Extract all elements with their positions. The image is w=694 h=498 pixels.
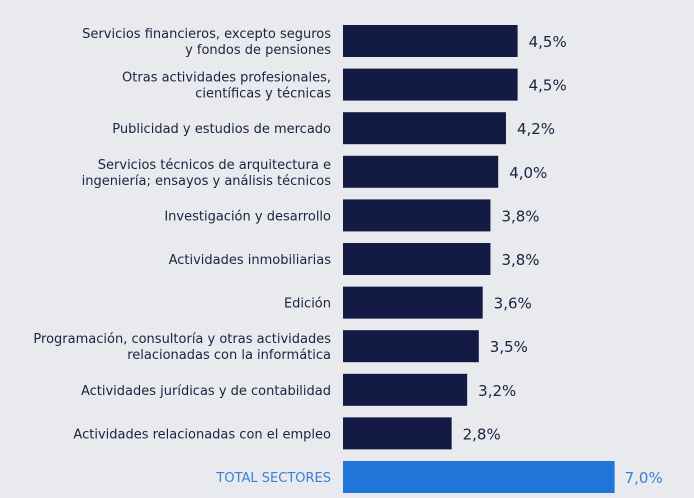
category-label: Servicios financieros, excepto seguros y … — [82, 27, 331, 58]
value-label: 4,0% — [509, 164, 547, 182]
value-label: 7,0% — [625, 469, 663, 487]
bar — [343, 373, 468, 406]
category-label: Programación, consultoría y otras activi… — [33, 332, 331, 363]
bar — [343, 112, 506, 145]
category-label: Actividades relacionadas con el empleo — [73, 427, 331, 442]
category-label: Servicios técnicos de arquitectura e inge… — [82, 158, 332, 189]
bar-total — [343, 461, 615, 493]
value-label: 3,8% — [501, 251, 539, 269]
bar — [343, 417, 452, 450]
bar — [343, 199, 491, 232]
bar — [343, 243, 491, 275]
value-label: 3,2% — [478, 382, 516, 400]
category-label: Otras actividades profesionales, científi… — [122, 71, 331, 102]
value-label: 4,5% — [529, 77, 567, 95]
category-label: Investigación y desarrollo — [164, 209, 331, 224]
value-label: 3,8% — [501, 207, 539, 225]
category-label: Edición — [284, 297, 331, 312]
value-label: 2,8% — [463, 425, 501, 443]
bar — [343, 68, 518, 101]
category-label: Actividades inmobiliarias — [169, 253, 332, 268]
category-label: Publicidad y estudios de mercado — [112, 122, 331, 137]
bar — [343, 155, 499, 188]
category-label: TOTAL SECTORES — [215, 471, 331, 486]
category-label: Actividades jurídicas y de contabilidad — [81, 384, 331, 399]
value-label: 3,5% — [490, 338, 528, 356]
value-label: 4,2% — [517, 120, 555, 138]
value-label: 4,5% — [529, 33, 567, 51]
value-label: 3,6% — [494, 295, 532, 313]
bar — [343, 286, 483, 319]
bar — [343, 25, 518, 57]
bar — [343, 330, 479, 363]
